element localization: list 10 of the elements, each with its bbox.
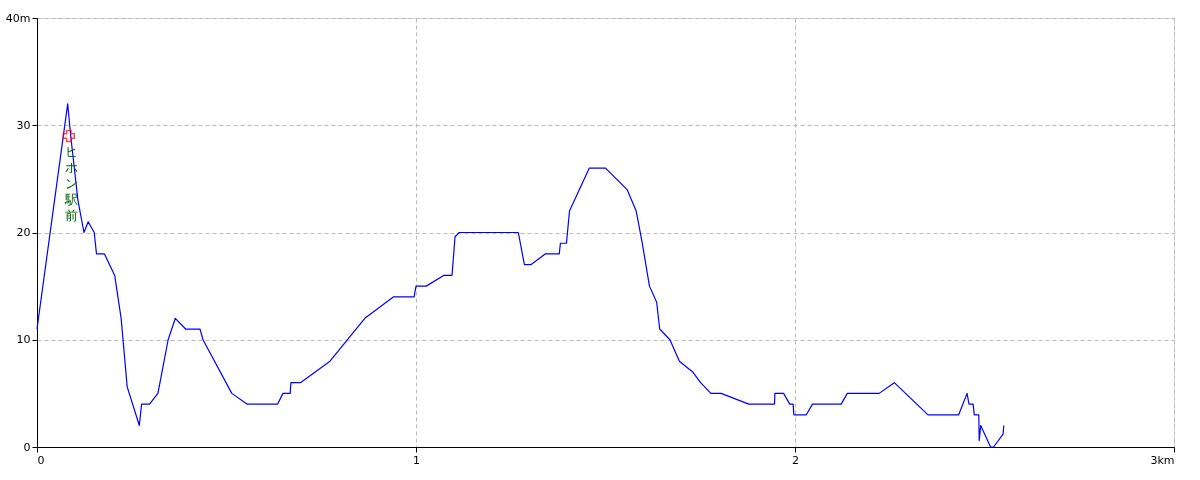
x-tick-label: 2 (792, 453, 799, 467)
line-series (36, 103, 1005, 448)
y-tick-label: 10 (16, 333, 31, 347)
x-tick-label: 3km (1150, 453, 1175, 467)
y-tick-label: 20 (16, 226, 31, 239)
y-tick-label: 0 (23, 440, 31, 454)
y-tick-label: 40m (5, 11, 31, 25)
x-tick-label: 0 (37, 453, 45, 467)
x-tick-label: 1 (413, 453, 420, 467)
y-tick-label: 30 (16, 118, 31, 132)
